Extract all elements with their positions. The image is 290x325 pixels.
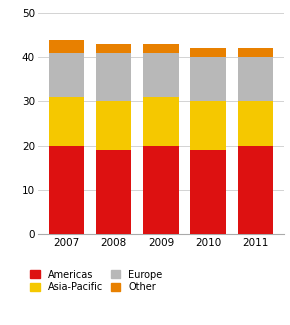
Bar <box>191 150 226 234</box>
Bar <box>96 44 131 53</box>
Bar <box>96 150 131 234</box>
Legend: Americas, Asia-Pacific, Europe, Other: Americas, Asia-Pacific, Europe, Other <box>30 270 162 292</box>
Bar <box>49 40 84 53</box>
Bar <box>191 48 226 57</box>
Bar <box>238 57 273 101</box>
Bar <box>143 97 179 146</box>
Bar <box>49 146 84 234</box>
Bar <box>49 97 84 146</box>
Bar <box>96 53 131 101</box>
Bar <box>238 48 273 57</box>
Bar <box>49 53 84 97</box>
Bar <box>191 101 226 150</box>
Bar <box>191 57 226 101</box>
Bar <box>238 101 273 146</box>
Bar <box>96 101 131 150</box>
Bar <box>143 146 179 234</box>
Bar <box>143 53 179 97</box>
Bar <box>238 146 273 234</box>
Bar <box>143 44 179 53</box>
